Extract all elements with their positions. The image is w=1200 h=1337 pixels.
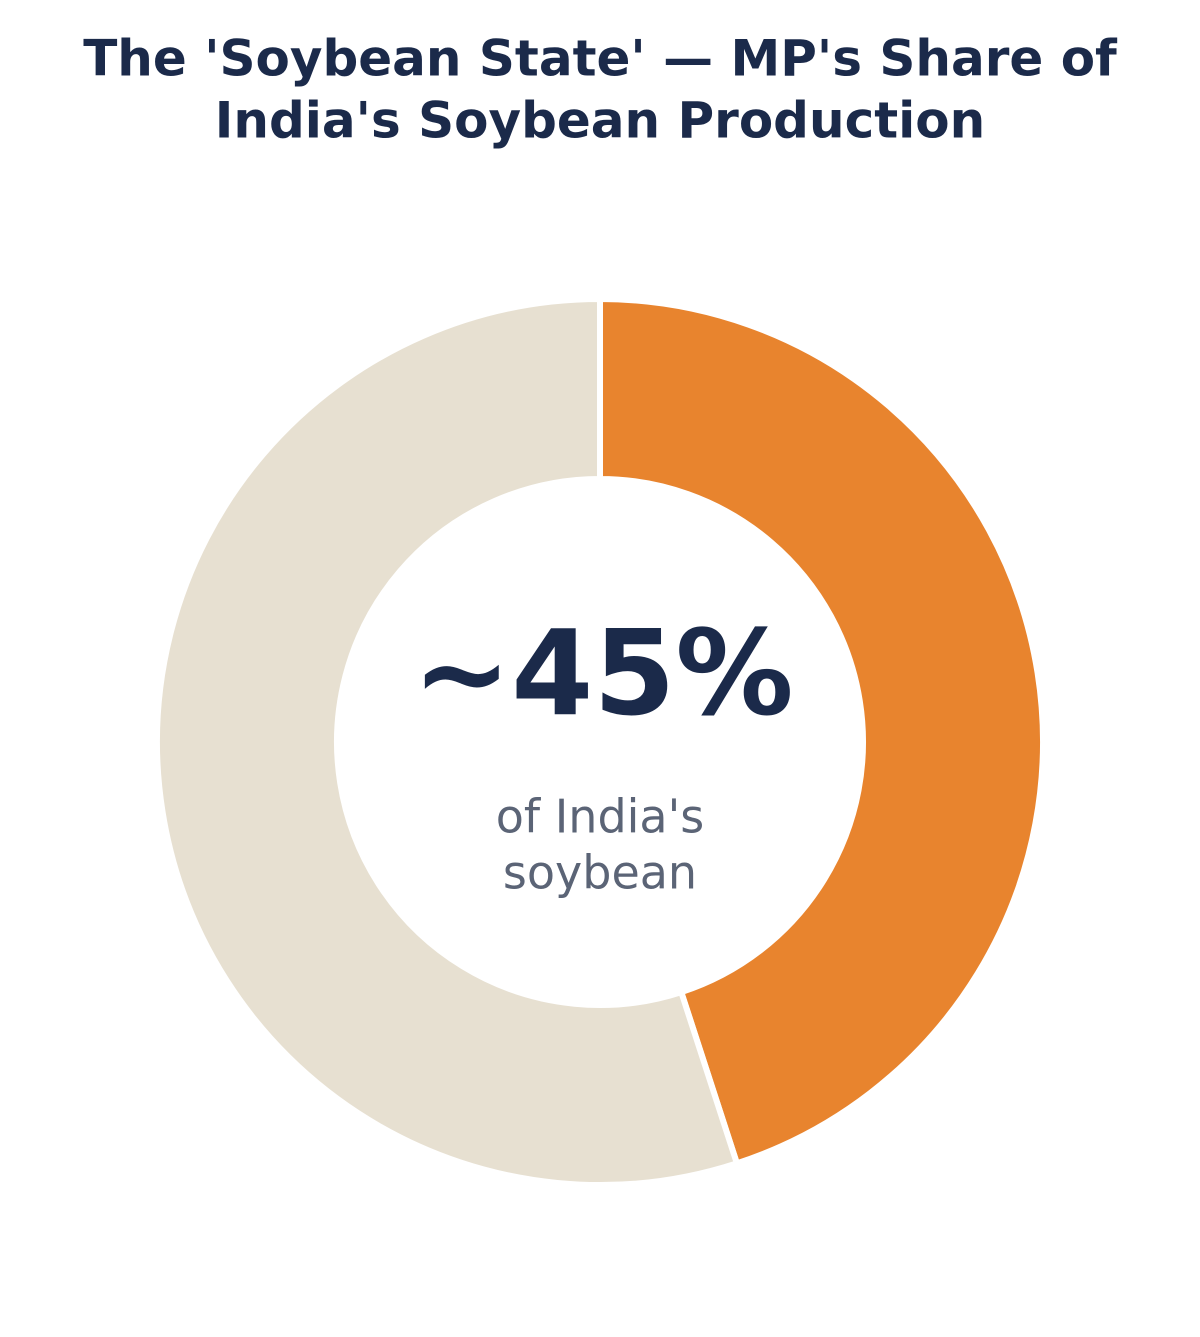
chart-title: India's Soybean Production xyxy=(215,92,985,150)
donut-slice xyxy=(597,295,1047,1168)
center-sublabel: soybean xyxy=(503,846,697,900)
donut-slice xyxy=(154,295,741,1188)
center-sublabel: of India's xyxy=(496,790,704,844)
donut xyxy=(154,295,1047,1188)
chart-title: The 'Soybean State' — MP's Share of xyxy=(83,30,1118,88)
center-label: ~45% xyxy=(412,604,793,742)
